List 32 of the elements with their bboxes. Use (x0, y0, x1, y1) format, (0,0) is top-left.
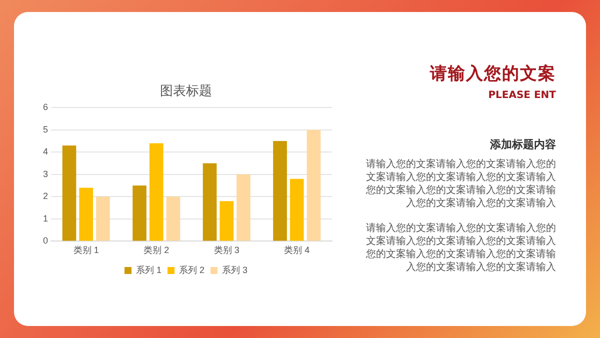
x-tick-label: 类别 1 (73, 245, 99, 256)
text: 请输入您的文案 (430, 63, 556, 85)
text: 请输入您的文案请输入您的文案请输入您的文案请输入您的文案请输入您的文案请输入您的文案输入您的文案请输入您的文案请输入您的文案请输入您的文案请输入 (366, 222, 556, 274)
y-tick-label: 2 (42, 191, 48, 202)
y-tick-label: 3 (42, 168, 48, 179)
bar (96, 196, 110, 241)
y-tick-label: 1 (42, 213, 48, 224)
bar (236, 174, 250, 241)
text: PLEASE ENT (488, 90, 556, 101)
y-tick-label: 5 (42, 124, 48, 134)
bar (149, 143, 164, 241)
text: 请输入您的文案请输入您的文案请输入您的文案请输入您的文案请输入您的文案请输入您的文案输入您的文案请输入您的文案请输入您的文案请输入您的文案请输入 (366, 158, 556, 210)
bar (220, 201, 234, 241)
y-tick-label: 4 (42, 146, 48, 157)
bar (202, 163, 217, 241)
bar (132, 186, 146, 241)
chart-title: 图表标题 (160, 84, 212, 100)
legend-label: 系列 3 (222, 264, 248, 275)
bar (79, 188, 94, 241)
bar (273, 141, 287, 241)
legend-label: 系列 1 (136, 264, 162, 275)
bar (166, 196, 180, 241)
bar (306, 130, 321, 241)
bar (62, 145, 76, 241)
text: 添加标题内容 (490, 137, 556, 152)
x-tick-label: 类别 3 (214, 245, 240, 256)
x-tick-label: 类别 2 (144, 245, 170, 256)
x-tick-label: 类别 4 (284, 245, 310, 256)
bar (290, 178, 304, 241)
y-tick-label: 0 (42, 236, 48, 246)
legend-label: 系列 2 (178, 264, 205, 275)
y-tick-label: 6 (42, 102, 48, 112)
